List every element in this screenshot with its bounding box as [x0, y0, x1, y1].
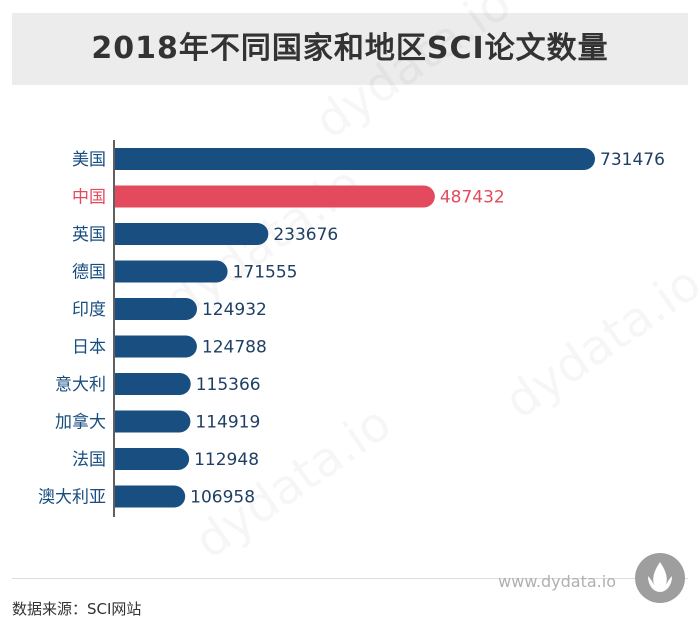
value-label: 171555 — [233, 263, 298, 283]
chart-title: 2018年不同国家和地区SCI论文数量 — [91, 31, 609, 66]
category-label: 德国 — [72, 263, 106, 283]
bar — [115, 185, 435, 208]
value-label: 106958 — [190, 488, 255, 508]
bar — [115, 335, 197, 358]
value-label: 233676 — [273, 225, 338, 245]
bars-group: 美国 731476 中国 487432 英国 233676 德国 171555 印度 124932… — [38, 148, 665, 508]
watermark-text: dydata.io — [305, 0, 521, 150]
category-label: 印度 — [72, 300, 106, 320]
dydata-logo-icon — [635, 553, 685, 603]
value-label: 124932 — [202, 300, 267, 320]
watermark-text: dydata.io — [495, 255, 700, 430]
footer-divider — [12, 578, 688, 579]
category-label: 美国 — [72, 150, 106, 170]
value-label: 115366 — [196, 375, 261, 395]
bar — [115, 485, 186, 508]
value-label: 487432 — [440, 188, 505, 208]
website-url: www.dydata.io — [498, 572, 616, 591]
category-label: 加拿大 — [55, 412, 106, 433]
bar — [115, 298, 197, 320]
bar — [115, 260, 228, 283]
bar — [115, 148, 595, 170]
category-label: 英国 — [72, 225, 106, 245]
category-label: 澳大利亚 — [38, 488, 106, 508]
data-source: 数据来源：SCI网站 — [12, 600, 142, 618]
category-label: 法国 — [72, 450, 106, 470]
value-label: 124788 — [202, 338, 267, 358]
title-band: 2018年不同国家和地区SCI论文数量 — [12, 13, 688, 85]
bar — [115, 448, 190, 470]
category-label: 意大利 — [55, 375, 106, 395]
bar — [115, 223, 269, 245]
value-label: 112948 — [194, 450, 259, 470]
category-label: 日本 — [72, 338, 106, 358]
value-label: 114919 — [195, 413, 260, 433]
bar — [115, 373, 191, 395]
value-label: 731476 — [600, 150, 665, 170]
category-label: 中国 — [72, 188, 106, 208]
bar — [115, 410, 191, 433]
